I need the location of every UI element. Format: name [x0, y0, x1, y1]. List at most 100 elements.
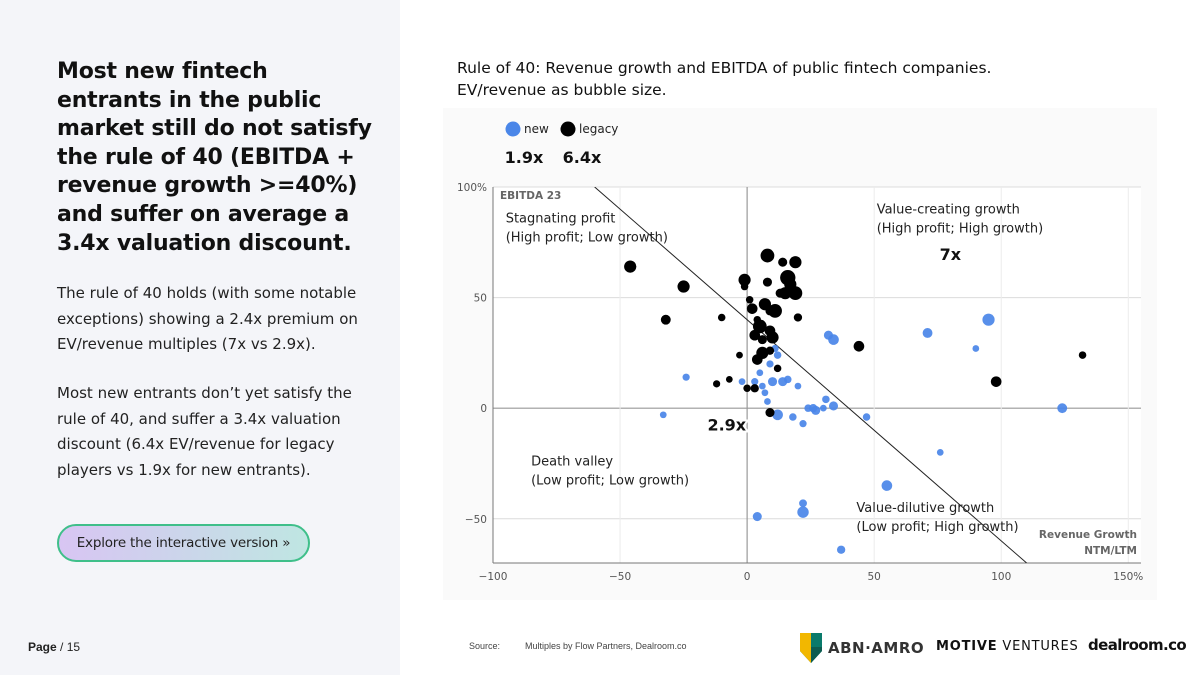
new-bubble	[936, 449, 944, 456]
new-bubble	[659, 411, 667, 419]
new-bubble	[828, 334, 839, 345]
legend-marker-legacy	[560, 121, 576, 137]
legacy-bubble	[1078, 351, 1087, 359]
new-bubble	[784, 375, 792, 384]
new-bubble	[766, 360, 774, 368]
legacy-bubble	[789, 256, 802, 269]
average-multiple-annotation: 7x	[940, 245, 962, 264]
new-bubble	[761, 389, 769, 397]
new-bubble	[862, 413, 871, 421]
legacy-bubble	[788, 286, 803, 301]
legacy-bubble	[713, 380, 721, 388]
new-bubble	[811, 405, 821, 415]
dealroom-logo: dealroom.co	[1088, 636, 1187, 654]
legacy-bubble	[757, 335, 767, 345]
y-tick-label: 50	[474, 293, 487, 305]
chart-title: Rule of 40: Revenue growth and EBITDA of…	[457, 57, 1157, 101]
bubble-chart: −50 0 50 100% −100 −50 0 50 100 150% EBITDA 23 Reve…	[457, 121, 1155, 583]
new-bubble	[922, 328, 933, 338]
legacy-bubble	[766, 331, 779, 344]
page-total: / 15	[60, 640, 81, 654]
legacy-bubble	[762, 277, 772, 287]
legacy-bubble	[740, 282, 749, 291]
y-tick-label: −50	[465, 514, 487, 526]
paragraph-rule-of-40: The rule of 40 holds (with some notable …	[57, 284, 358, 353]
legacy-bubble	[660, 314, 671, 325]
headline: Most new fintech entrants in the public …	[57, 59, 372, 256]
legacy-bubble	[853, 340, 865, 352]
new-bubble	[772, 409, 783, 421]
legacy-bubble	[773, 364, 782, 373]
left-panel	[0, 0, 400, 675]
legacy-bubble	[990, 376, 1002, 387]
quadrant-sublabel-bottom-right: (Low profit; High growth)	[856, 520, 1018, 535]
new-bubble	[836, 545, 846, 554]
new-bubble	[982, 313, 995, 326]
quadrant-label-bottom-left: Death valley	[531, 455, 613, 470]
legacy-bubble	[765, 408, 775, 418]
legacy-bubble	[677, 280, 690, 293]
motive-wordmark-bold: MOTIVE	[936, 639, 998, 654]
x-axis-label-line1: Revenue Growth	[1039, 529, 1137, 541]
new-bubble	[799, 499, 807, 508]
new-bubble	[773, 351, 782, 359]
chart-title-line1: Rule of 40: Revenue growth and EBITDA of…	[457, 59, 992, 77]
legacy-bubble	[765, 346, 775, 355]
explore-interactive-button[interactable]: Explore the interactive version »	[57, 524, 310, 562]
new-bubble	[828, 401, 839, 411]
legacy-bubble	[793, 313, 803, 322]
new-bubble	[799, 420, 807, 428]
average-multiple-annotation: 2.9x	[707, 415, 746, 434]
new-bubble	[767, 377, 778, 387]
paragraph-new-entrants: Most new entrants don’t yet satisfy the …	[57, 384, 352, 479]
new-bubble	[789, 413, 797, 421]
page-label: Page	[28, 640, 57, 654]
new-bubble	[756, 369, 764, 377]
plot-area	[493, 187, 1141, 563]
y-tick-label: 0	[480, 403, 487, 415]
x-tick-label: 150%	[1113, 571, 1143, 583]
quadrant-sublabel-bottom-left: (Low profit; Low growth)	[531, 474, 689, 489]
legacy-bubble	[778, 257, 788, 267]
legacy-bubble	[779, 287, 792, 300]
legend-label-new: new	[524, 122, 549, 136]
new-bubble	[738, 378, 746, 386]
new-bubble	[1147, 356, 1155, 364]
source-label: Source:	[469, 641, 501, 651]
legacy-bubble	[750, 384, 759, 393]
new-bubble	[822, 395, 830, 404]
quadrant-sublabel-top-left: (High profit; Low growth)	[506, 230, 668, 245]
quadrant-label-top-left: Stagnating profit	[506, 211, 616, 226]
legend-label-legacy: legacy	[579, 122, 618, 136]
bubbles-group	[594, 187, 1155, 563]
legacy-bubble	[624, 260, 637, 273]
x-axis-label-line2: NTM/LTM	[1084, 545, 1137, 557]
new-bubble	[797, 506, 809, 518]
legend-average-legacy: 6.4x	[563, 148, 602, 167]
rule-of-40-line	[594, 187, 1027, 563]
legacy-bubble	[745, 296, 754, 304]
quadrant-sublabel-top-right: (High profit; High growth)	[877, 222, 1043, 237]
y-axis-label: EBITDA 23	[500, 190, 561, 202]
x-tick-label: −100	[479, 571, 508, 583]
new-bubble	[972, 345, 980, 352]
x-tick-label: −50	[609, 571, 631, 583]
legacy-bubble	[746, 303, 758, 314]
legacy-bubble	[743, 384, 751, 393]
x-tick-label: 100	[991, 571, 1011, 583]
motive-wordmark-rest: VENTURES	[997, 639, 1079, 654]
legacy-bubble	[756, 346, 769, 359]
new-bubble	[764, 398, 771, 405]
legacy-bubble	[752, 319, 767, 334]
source-text: Multiples by Flow Partners, Dealroom.co	[525, 641, 687, 651]
new-bubble	[752, 512, 762, 522]
legacy-bubble	[717, 313, 726, 322]
abn-amro-logo: ABN·AMRO	[800, 633, 924, 663]
new-bubble	[1057, 403, 1068, 414]
abn-amro-shield-icon	[800, 633, 822, 663]
new-bubble	[881, 480, 893, 491]
new-bubble	[794, 382, 802, 390]
new-bubble	[682, 373, 690, 381]
x-tick-label: 0	[744, 571, 751, 583]
chart-title-line2: EV/revenue as bubble size.	[457, 81, 667, 99]
